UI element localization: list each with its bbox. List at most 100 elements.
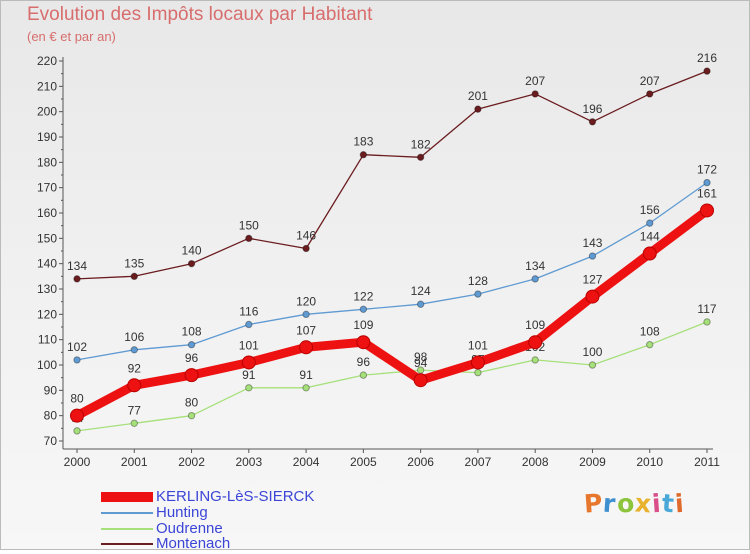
data-label: 102 [67,340,87,354]
data-label: 201 [468,89,488,103]
y-tick-label: 160 [37,206,57,220]
y-tick-label: 70 [44,434,58,448]
data-label: 80 [185,396,199,410]
y-tick-label: 120 [37,307,57,321]
data-point [474,368,482,377]
data-point [70,408,84,423]
data-label: 101 [239,338,259,352]
x-tick-label: 2005 [350,455,377,469]
data-label: 106 [124,330,144,344]
data-label: 216 [697,51,717,65]
data-label: 128 [468,274,488,288]
data-label: 107 [296,323,316,337]
data-label: 116 [239,304,258,318]
data-label: 96 [357,355,371,369]
data-point [356,335,371,350]
y-tick-label: 100 [37,358,57,372]
logo-letter: o [615,488,636,519]
y-tick-label: 180 [37,155,57,169]
data-label: 207 [525,74,545,88]
data-label: 134 [525,259,545,273]
data-point [531,356,539,364]
data-point [130,419,138,427]
y-tick-label: 150 [37,231,57,245]
y-tick-label: 190 [37,130,57,144]
x-tick-label: 2009 [579,455,606,469]
x-tick-label: 2011 [694,455,720,469]
x-tick-label: 2006 [407,455,434,469]
data-point [73,427,81,435]
data-label: 98 [414,350,428,364]
data-label: 134 [67,259,87,273]
legend-swatch-montenach [101,543,153,545]
data-point [588,252,597,260]
data-point [245,234,253,243]
legend-swatch-kerling [101,492,153,502]
data-point [531,275,539,283]
legend-label-montenach: Montenach [156,535,231,552]
data-label: 144 [640,230,660,244]
data-point [474,290,482,298]
data-point [585,289,600,304]
y-tick-label: 220 [37,54,57,68]
data-point [359,371,368,379]
data-point [187,411,196,420]
data-point [413,373,428,388]
data-label: 120 [296,294,316,308]
data-point [184,368,199,383]
data-point [646,219,654,227]
data-label: 150 [239,218,259,232]
chart-subtitle: (en € et par an) [27,29,116,44]
data-label: 207 [640,74,660,88]
data-point [528,335,543,350]
data-label: 183 [353,135,373,149]
data-label: 100 [582,345,602,359]
data-point [703,178,711,187]
logo-letter: i [673,488,686,519]
y-tick-label: 110 [38,333,57,347]
data-point [187,259,196,268]
legend-label-kerling: KERLING-LèS-SIERCK [156,488,315,505]
y-tick-label: 140 [37,257,57,271]
data-label: 91 [242,368,256,382]
data-label: 91 [299,368,313,382]
series-line-hunting [76,181,708,361]
y-tick-label: 130 [37,282,57,296]
data-point [130,272,138,281]
legend-swatch-hunting [101,512,153,514]
data-label: 196 [582,102,602,116]
x-tick-label: 2003 [235,455,262,469]
series-oudrenne: 7477809191969897102100108117 [70,302,717,435]
data-label: 161 [697,186,717,200]
data-label: 77 [128,403,142,417]
data-point [703,67,711,75]
y-tick-label: 80 [44,409,58,423]
x-tick-label: 2002 [178,455,205,469]
series-line-montenach [76,70,708,280]
legend-swatch-oudrenne [101,528,153,530]
data-label: 108 [640,325,660,339]
series-line-oudrenne [76,321,708,432]
y-tick-label: 170 [37,181,57,195]
data-label: 92 [128,361,142,375]
data-label: 108 [182,325,202,339]
data-label: 146 [296,228,316,242]
data-point [416,153,425,161]
data-point [474,105,482,113]
data-point [646,341,654,349]
data-point [703,318,711,326]
data-point [470,355,485,370]
series-line-kerling-l-s-sierck [72,206,712,421]
logo-letter: x [633,488,653,519]
data-point [127,378,142,393]
x-tick-label: 2010 [636,455,663,469]
data-point [245,384,253,392]
x-tick-label: 2001 [121,455,148,469]
data-label: 182 [411,137,431,151]
data-point [241,355,256,370]
data-point [531,90,539,98]
data-point [359,151,368,159]
y-tick-label: 210 [37,79,57,93]
data-label: 140 [182,244,202,258]
